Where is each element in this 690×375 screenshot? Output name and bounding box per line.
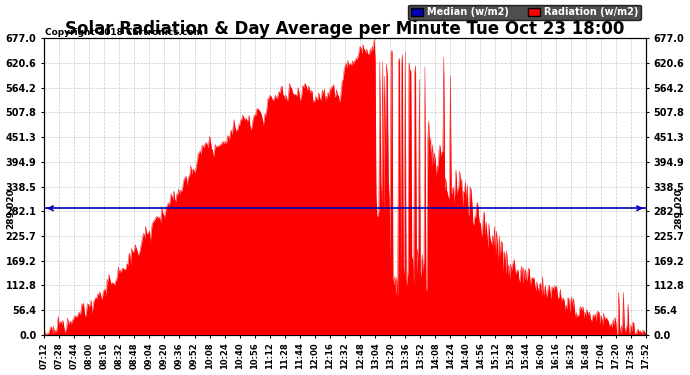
Text: Copyright 2018 Cartronics.com: Copyright 2018 Cartronics.com bbox=[45, 28, 203, 37]
Legend: Median (w/m2), Radiation (w/m2): Median (w/m2), Radiation (w/m2) bbox=[408, 4, 641, 20]
Text: 289.020: 289.020 bbox=[6, 188, 15, 229]
Title: Solar Radiation & Day Average per Minute Tue Oct 23 18:00: Solar Radiation & Day Average per Minute… bbox=[66, 20, 624, 38]
Text: 289.020: 289.020 bbox=[675, 188, 684, 229]
